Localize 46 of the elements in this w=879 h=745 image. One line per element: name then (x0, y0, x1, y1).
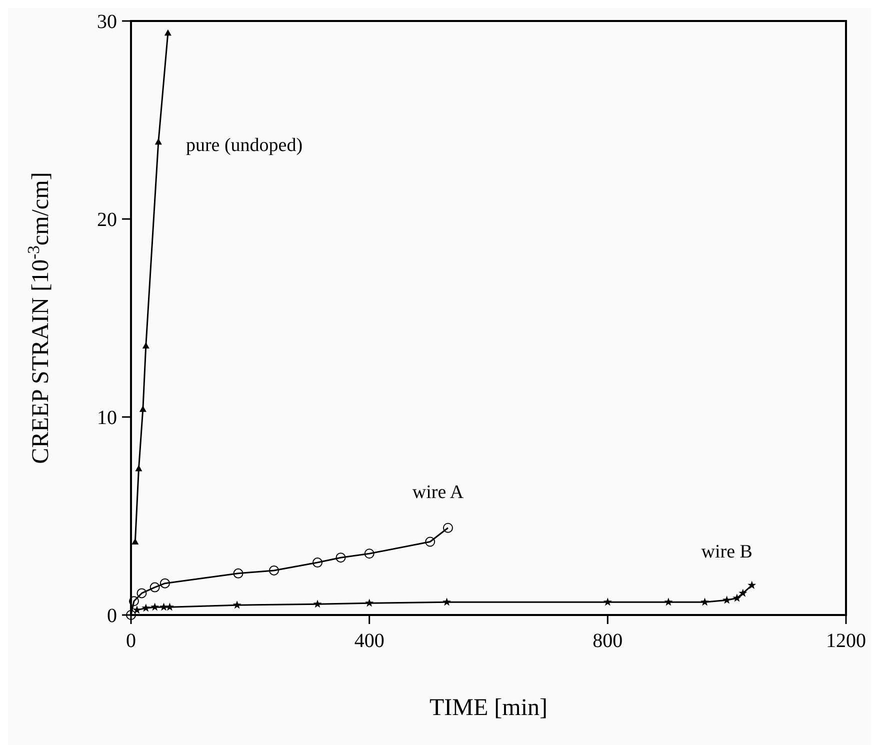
point (748, 580, 756, 589)
point (425, 536, 436, 547)
point (142, 342, 150, 349)
point (336, 552, 346, 563)
point (126, 610, 136, 620)
point (312, 558, 322, 568)
y-tick-label: 20 (97, 209, 117, 231)
y-tick-label: 30 (97, 11, 117, 33)
point (233, 568, 244, 578)
point (313, 600, 322, 608)
point (364, 548, 374, 559)
point (154, 138, 162, 145)
point (139, 406, 146, 412)
point (159, 602, 168, 611)
point (700, 598, 710, 606)
x-axis-title: TIME [min] (430, 695, 548, 721)
point (722, 596, 732, 604)
point (664, 598, 673, 606)
series-label: wire B (701, 541, 752, 562)
point (135, 464, 142, 472)
x-tick-label: 400 (354, 630, 384, 652)
point (442, 522, 453, 533)
point (269, 565, 279, 576)
series-label: pure (undoped) (186, 134, 303, 156)
y-tick-label: 10 (97, 407, 117, 429)
point (738, 588, 748, 597)
point (132, 606, 142, 614)
point (150, 582, 160, 592)
x-tick-label: 0 (126, 630, 136, 652)
point (128, 596, 139, 606)
x-tick-label: 1200 (826, 630, 866, 652)
point (160, 578, 170, 588)
point (232, 600, 242, 609)
x-tick-label: 800 (592, 630, 623, 652)
series-label: wire A (412, 482, 464, 503)
point (150, 602, 160, 611)
point (365, 598, 374, 607)
point (165, 602, 174, 611)
point (142, 604, 150, 612)
point (442, 598, 452, 606)
y-tick-label: 0 (107, 605, 117, 627)
point (132, 538, 139, 545)
point (603, 598, 612, 606)
point (732, 594, 742, 602)
point (136, 588, 147, 598)
point (164, 29, 172, 36)
